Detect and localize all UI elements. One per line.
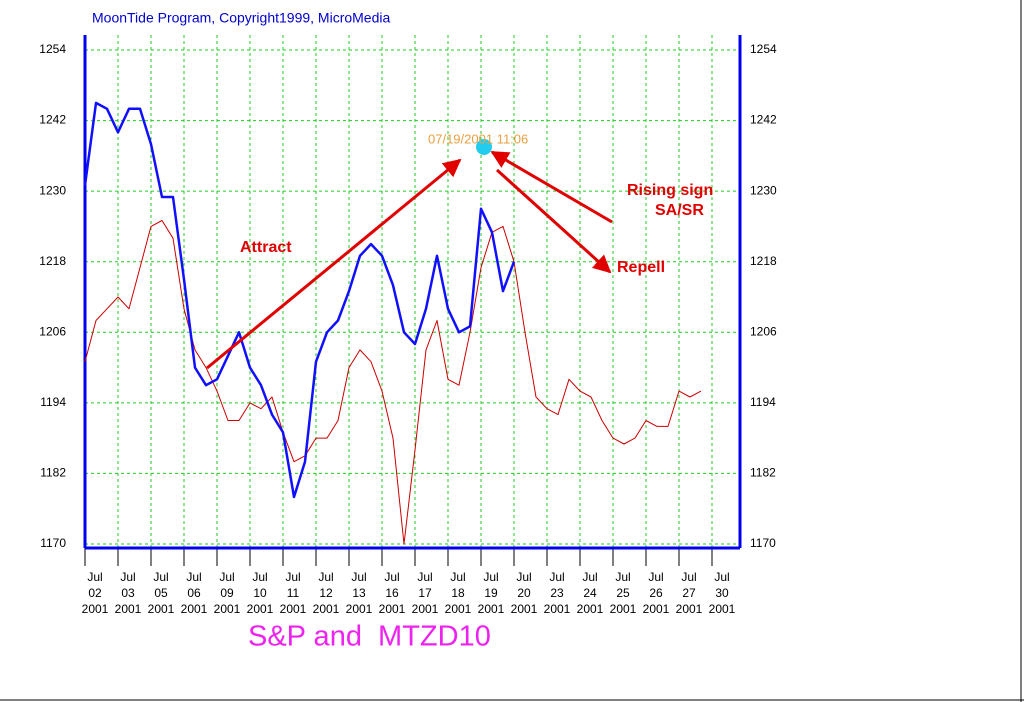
series-line	[84, 220, 702, 545]
x-tick-label: Jul 09 2001	[213, 570, 241, 616]
x-tick-label: Jul 18 2001	[444, 570, 472, 616]
event-marker	[476, 139, 492, 155]
x-tick-label: Jul 17 2001	[411, 570, 439, 616]
annotation: Repell	[617, 259, 665, 276]
y2-tick-label: 1206	[750, 324, 777, 338]
x-tick-label: Jul 25 2001	[609, 570, 637, 616]
y2-tick-label: 1194	[750, 395, 776, 409]
header: MoonTide Program, Copyright1999, MicroMe…	[92, 10, 390, 26]
x-tick-label: Jul 20 2001	[510, 570, 538, 616]
arrow	[490, 150, 613, 224]
x-tick-label: Jul 27 2001	[675, 570, 703, 616]
x-tick-label: Jul 03 2001	[114, 570, 142, 616]
x-tick-label: Jul 06 2001	[180, 570, 208, 616]
y2-tick-label: 1230	[750, 183, 777, 197]
x-tick-label: Jul 13 2001	[345, 570, 373, 616]
y-tick-label: 1218	[39, 254, 66, 268]
series-line	[83, 101, 516, 499]
x-tick-label: Jul 12 2001	[312, 570, 340, 616]
x-tick-label: Jul 02 2001	[81, 570, 109, 616]
y2-tick-label: 1254	[750, 42, 777, 56]
x-tick-label: Jul 30 2001	[708, 570, 736, 616]
annotation: Rising sign	[627, 182, 713, 199]
y2-tick-label: 1170	[750, 536, 776, 550]
y-tick-label: 1230	[39, 183, 66, 197]
y-tick-label: 1182	[40, 466, 66, 480]
y-tick-label: 1170	[40, 536, 66, 550]
y-tick-label: 1206	[39, 324, 66, 338]
x-tick-label: Jul 16 2001	[378, 570, 406, 616]
x-tick-label: Jul 10 2001	[246, 570, 274, 616]
x-tick-label: Jul 23 2001	[543, 570, 571, 616]
x-tick-label: Jul 11 2001	[279, 570, 307, 616]
x-tick-label: Jul 19 2001	[477, 570, 505, 616]
y2-tick-label: 1218	[750, 254, 777, 268]
arrow	[206, 158, 462, 370]
chart-title: S&P and MTZD10	[248, 621, 491, 653]
annotation: Attract	[240, 239, 292, 256]
arrow	[495, 168, 612, 274]
y2-tick-label: 1242	[750, 113, 777, 127]
y-tick-label: 1242	[39, 113, 66, 127]
x-tick-label: Jul 26 2001	[642, 570, 670, 616]
y-tick-label: 1194	[40, 395, 66, 409]
annotation: 07/19/2001 11:06	[428, 131, 528, 146]
y-tick-label: 1254	[39, 42, 66, 56]
x-tick-label: Jul 05 2001	[147, 570, 175, 616]
x-tick-label: Jul 24 2001	[576, 570, 604, 616]
y2-tick-label: 1182	[750, 466, 776, 480]
annotation: SA/SR	[655, 202, 704, 219]
